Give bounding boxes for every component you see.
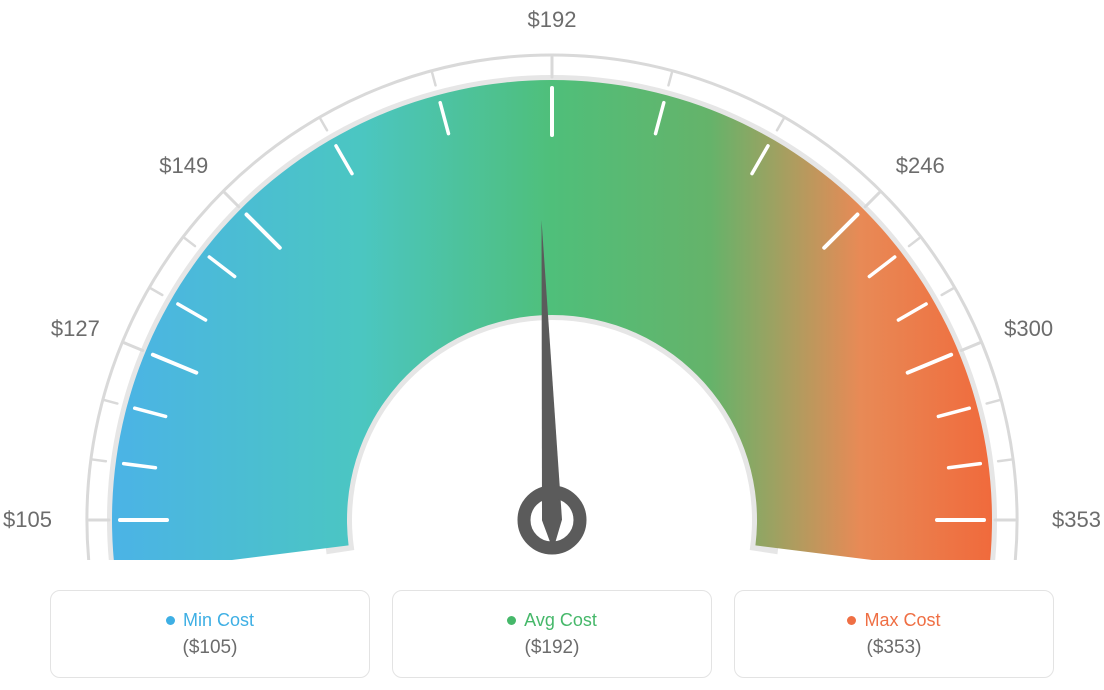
legend-top-min: Min Cost bbox=[166, 610, 254, 631]
gauge-tick-label: $105 bbox=[3, 507, 52, 533]
legend-label-min: Min Cost bbox=[183, 610, 254, 631]
legend-value-max: ($353) bbox=[867, 637, 922, 659]
legend-dot-min bbox=[166, 616, 175, 625]
legend-card-max: Max Cost ($353) bbox=[734, 590, 1054, 678]
legend-value-min: ($105) bbox=[183, 637, 238, 659]
legend-top-avg: Avg Cost bbox=[507, 610, 597, 631]
gauge-tick-label: $300 bbox=[1004, 316, 1053, 342]
gauge-tick-label: $353 bbox=[1052, 507, 1101, 533]
legend-label-avg: Avg Cost bbox=[524, 610, 597, 631]
cost-gauge: $105 $127 $149 $192 $246 $300 $353 bbox=[0, 0, 1104, 560]
legend-card-avg: Avg Cost ($192) bbox=[392, 590, 712, 678]
legend-dot-max bbox=[847, 616, 856, 625]
gauge-tick-label: $192 bbox=[528, 7, 577, 33]
gauge-svg bbox=[0, 0, 1104, 560]
legend-row: Min Cost ($105) Avg Cost ($192) Max Cost… bbox=[0, 590, 1104, 678]
legend-dot-avg bbox=[507, 616, 516, 625]
legend-top-max: Max Cost bbox=[847, 610, 940, 631]
legend-card-min: Min Cost ($105) bbox=[50, 590, 370, 678]
gauge-tick-label: $246 bbox=[896, 153, 945, 179]
legend-value-avg: ($192) bbox=[525, 637, 580, 659]
gauge-tick-label: $149 bbox=[159, 153, 208, 179]
gauge-tick-label: $127 bbox=[51, 316, 100, 342]
legend-label-max: Max Cost bbox=[864, 610, 940, 631]
